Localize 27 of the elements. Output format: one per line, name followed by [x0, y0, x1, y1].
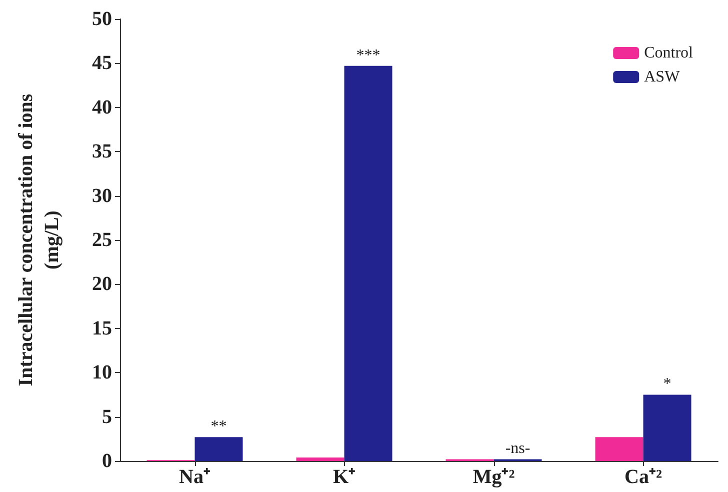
annotation: -ns-: [505, 440, 530, 458]
bar: [595, 437, 644, 461]
legend-label: ASW: [644, 68, 681, 86]
bar: [344, 66, 392, 461]
y-tick-label: 40: [92, 96, 112, 118]
y-axis-title: Intracellular concentration of ions (mg/L): [15, 94, 63, 386]
legend-label: Control: [644, 44, 694, 62]
y-tick-label: 10: [92, 362, 112, 384]
x-tick-label: K⁺: [332, 466, 356, 488]
y-tick-label: 50: [92, 8, 112, 30]
bar: [194, 437, 243, 461]
y-tick-label: 0: [102, 450, 112, 472]
y-tick-label: 45: [92, 52, 112, 74]
y-tick-label: 5: [102, 406, 112, 428]
bar: [643, 394, 692, 461]
annotation: *: [663, 376, 672, 393]
x-tick-label: Ca⁺²: [624, 466, 662, 488]
y-tick-label: 35: [92, 140, 112, 163]
x-tick-label: Na⁺: [179, 466, 210, 488]
y-tick-label: 25: [92, 229, 112, 251]
bar: [296, 457, 344, 461]
annotation: **: [210, 418, 227, 436]
y-tick-label: 20: [92, 273, 112, 296]
annotation: ***: [356, 46, 380, 64]
y-tick-label: 30: [92, 184, 112, 207]
x-tick-label: Mg⁺²: [472, 466, 515, 488]
y-tick-label: 15: [92, 317, 112, 340]
